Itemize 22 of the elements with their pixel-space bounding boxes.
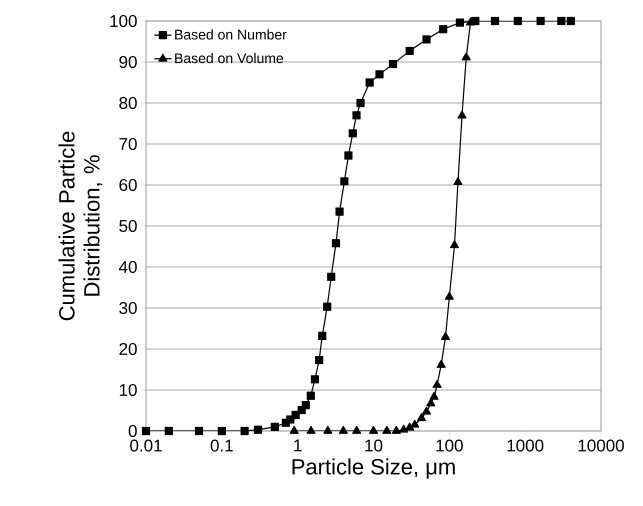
y-tick-label: 20 [119,342,137,356]
y-tick-label: 10 [120,384,137,396]
x-tick-label: 1000 [508,440,544,452]
x-tick-label: 100 [436,440,463,452]
y-tick-label: 50 [119,220,137,232]
x-tick-label: 0.01 [130,440,162,452]
x-tick-label: 10 [365,440,382,452]
y-tick-label: 100 [110,14,137,28]
x-tick-label: 1 [294,440,302,452]
y-tick-label: 40 [118,260,137,274]
y-tick-label: 70 [119,138,137,150]
y-tick-label: 80 [119,96,137,110]
y-tick-label: 60 [119,178,137,192]
x-tick-label: 0.1 [210,440,233,452]
y-tick-label: 0 [128,424,137,438]
legend-label: Based on Volume [175,52,284,64]
x-tick-label: 10000 [578,440,624,452]
y-tick-label: 90 [119,56,137,68]
y-tick-label: 30 [119,302,137,314]
legend-label: Based on Number [175,29,287,40]
y-axis-title: Cumulative Particle Distribution, % [58,132,102,320]
x-axis-title: Particle Size, μm [292,458,455,479]
